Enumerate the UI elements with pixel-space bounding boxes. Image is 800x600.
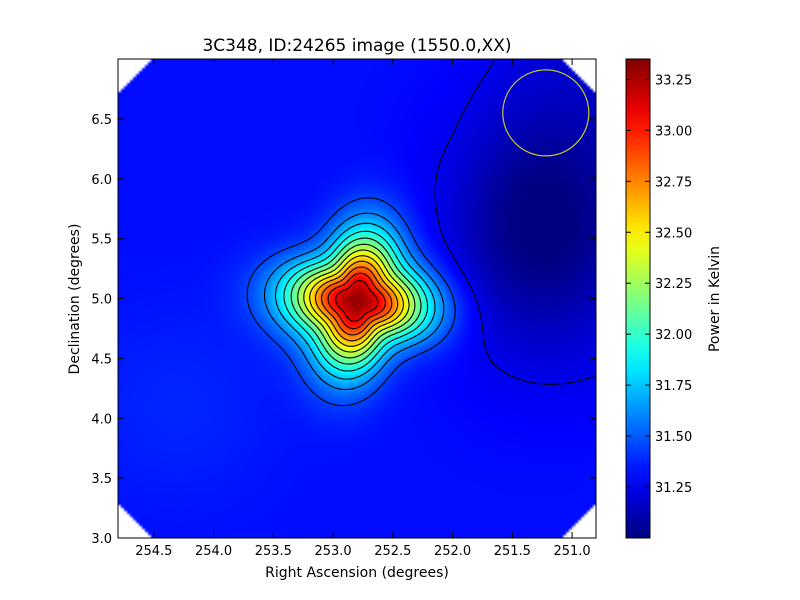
colorbar-tick-label: 32.75: [655, 175, 692, 190]
colorbar: 31.25 31.50 31.75 32.00 32.25 32.50 32.75 33.00…: [625, 58, 723, 539]
contour-line: [303, 249, 410, 353]
y-tick-label: 6.5: [91, 113, 112, 128]
x-tick-label: 252.0: [434, 544, 471, 559]
y-axis-label: Declination (degrees): [67, 224, 83, 375]
contour-line: [283, 230, 429, 372]
colorbar-gradient: [625, 58, 651, 539]
y-tick-label: 6.0: [91, 173, 112, 188]
y-tick-label: 4.0: [91, 412, 112, 427]
plot-area: [117, 58, 597, 539]
x-tick-label: 251.0: [553, 544, 590, 559]
contour-line: [434, 60, 595, 385]
chart-title: 3C348, ID:24265 image (1550.0,XX): [202, 36, 511, 56]
colorbar-tick-label: 33.00: [655, 124, 692, 139]
colorbar-tick-label: 32.00: [655, 328, 692, 343]
x-tick-label: 254.5: [135, 544, 172, 559]
contour-line: [314, 260, 399, 342]
colorbar-tick-label: 33.25: [655, 73, 692, 88]
x-tick-label: 254.0: [195, 544, 232, 559]
y-tick-label: 5.5: [91, 233, 112, 248]
colorbar-tick-label: 32.50: [655, 226, 692, 241]
y-tick-label: 3.0: [91, 532, 112, 547]
contour-line: [309, 255, 404, 347]
colorbar-tick-label: 31.25: [655, 481, 692, 496]
x-axis-label: Right Ascension (degrees): [265, 565, 449, 581]
contour-line: [327, 272, 387, 330]
contour-lines: [246, 60, 595, 407]
contour-line: [297, 243, 416, 359]
x-axis: 254.5 254.0 253.5 253.0 252.5 252.0 251.5 251.0: [135, 59, 591, 559]
x-tick-label: 251.5: [494, 544, 531, 559]
colorbar-tick-label: 31.50: [655, 430, 692, 445]
contour-line: [335, 280, 379, 322]
contour-line: [263, 212, 445, 391]
y-axis: 3.0 3.5 4.0 4.5 5.0 5.5 6.0 6.5: [91, 113, 596, 547]
x-tick-label: 253.5: [255, 544, 292, 559]
colorbar-tick-label: 32.25: [655, 277, 692, 292]
y-tick-label: 5.0: [91, 293, 112, 308]
y-tick-label: 4.5: [91, 352, 112, 367]
x-tick-label: 253.0: [314, 544, 351, 559]
contour-line: [321, 266, 393, 336]
colorbar-tick-label: 31.75: [655, 379, 692, 394]
contour-line: [290, 237, 422, 365]
heatmap-image: [118, 59, 596, 538]
x-tick-label: 252.5: [374, 544, 411, 559]
colorbar-label: Power in Kelvin: [707, 246, 723, 352]
contour-line: [274, 222, 436, 380]
contour-line: [246, 197, 456, 407]
y-tick-label: 3.5: [91, 472, 112, 487]
colorbar-ticks: 31.25 31.50 31.75 32.00 32.25 32.50 32.75 33.00…: [626, 73, 692, 496]
beam-circle: [502, 69, 590, 157]
